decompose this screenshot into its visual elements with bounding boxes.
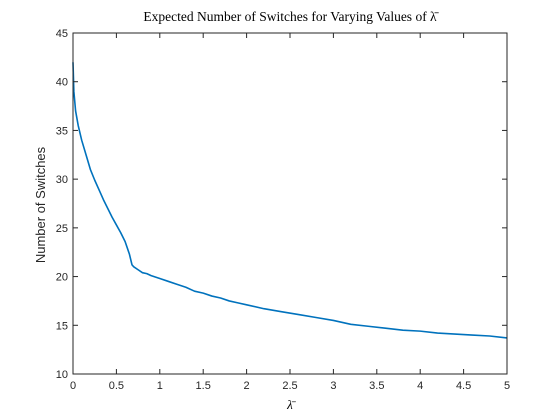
y-tick-label: 30 [56,174,68,186]
y-tick-label: 40 [56,77,68,89]
x-tick-label: 0 [70,380,76,392]
x-axis-label: λ̄ [286,397,297,412]
x-tick-label: 3 [330,380,336,392]
y-tick-label: 10 [56,369,68,381]
x-tick-label: 4 [417,380,423,392]
x-tick-label: 2.5 [282,380,297,392]
x-tick-label: 3.5 [369,380,384,392]
x-tick-label: 0.5 [109,380,124,392]
x-tick-label: 1 [157,380,163,392]
y-tick-label: 25 [56,223,68,235]
ticks-layer: 0 0.5 1 1.5 2 2.5 3 3.5 4 4.5 5 10 15 20 25 30 35 40 45 [56,28,510,392]
series-line-0 [72,62,508,339]
y-tick-label: 35 [56,125,68,137]
y-tick-label: 45 [56,28,68,40]
x-tick-label: 1.5 [196,380,211,392]
x-tick-label: 5 [504,380,510,392]
plot-area [73,33,507,374]
y-tick-label: 20 [56,272,68,284]
x-tick-label: 2 [244,380,250,392]
x-tick-label: 4.5 [456,380,471,392]
y-axis-label: Number of Switches [33,146,48,263]
chart-title: Expected Number of Switches for Varying … [143,9,439,24]
y-tick-label: 15 [56,320,68,332]
series-layer [72,62,508,339]
